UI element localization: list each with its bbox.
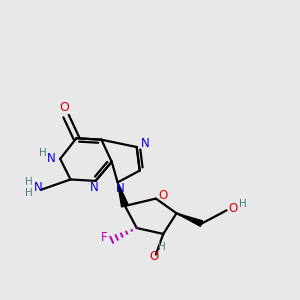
Text: O: O — [150, 250, 159, 262]
Polygon shape — [118, 182, 128, 207]
Text: O: O — [60, 101, 70, 114]
Text: H: H — [25, 188, 33, 198]
Text: H: H — [158, 242, 166, 252]
Text: O: O — [159, 189, 168, 202]
Text: H: H — [39, 148, 47, 158]
Text: N: N — [34, 181, 43, 194]
Text: F: F — [101, 231, 108, 244]
Text: N: N — [90, 181, 98, 194]
Text: N: N — [141, 137, 149, 150]
Text: H: H — [25, 177, 33, 188]
Text: N: N — [116, 182, 125, 195]
Polygon shape — [176, 213, 202, 226]
Text: O: O — [228, 202, 238, 215]
Text: H: H — [239, 200, 247, 209]
Text: N: N — [47, 152, 56, 165]
